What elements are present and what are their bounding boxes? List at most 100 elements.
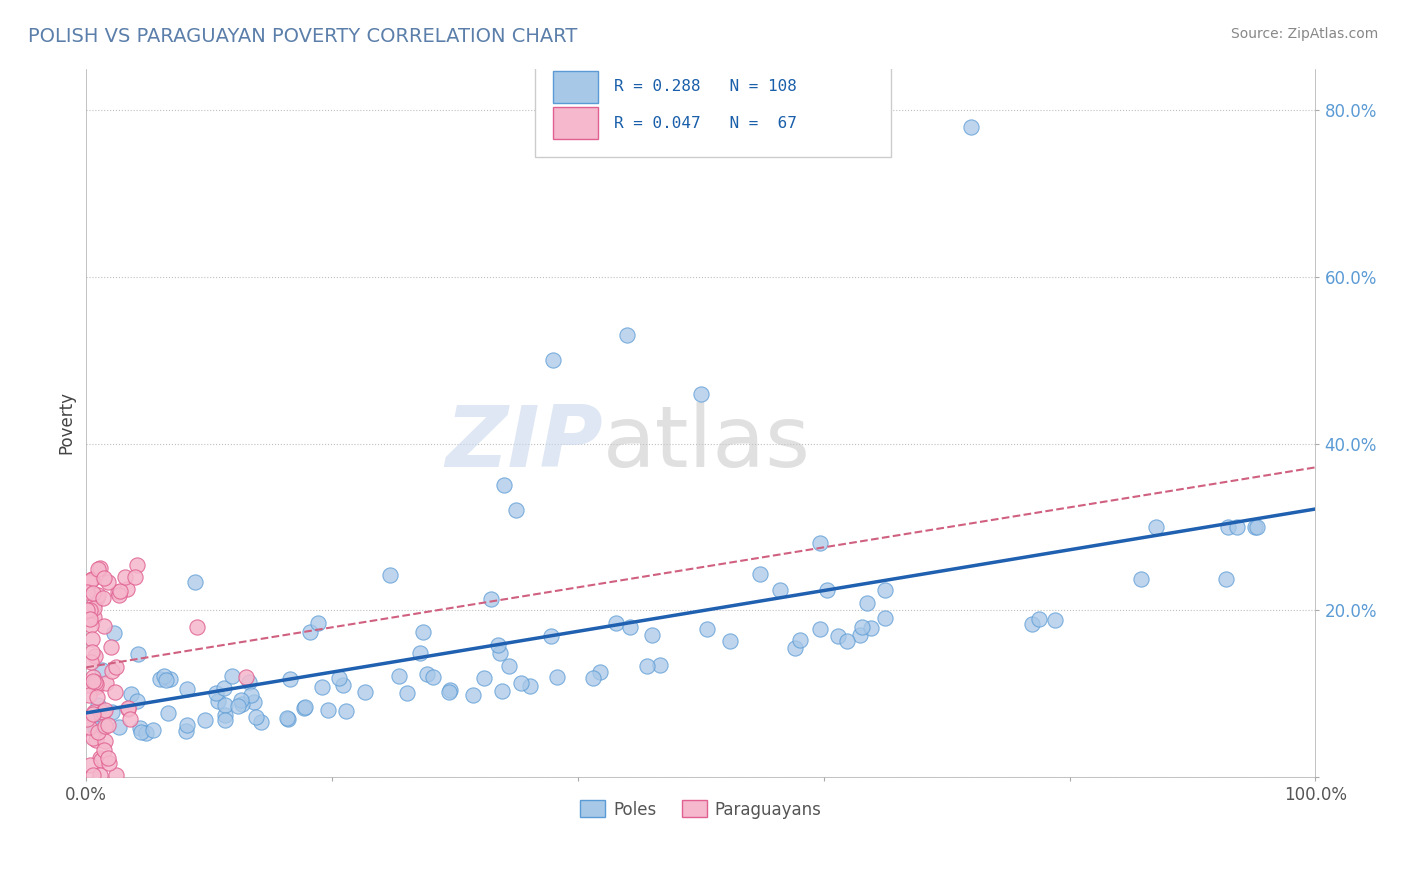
Point [546, 670, 568, 684]
Point [94, 719, 117, 733]
Point [107, 720, 129, 734]
Point [176, 682, 198, 697]
Point [91, 706, 114, 720]
Point [129, 721, 152, 735]
Point [176, 718, 198, 732]
Point [80, 574, 103, 588]
Point [696, 622, 718, 636]
Point [616, 328, 638, 343]
Point [115, 582, 138, 596]
Point [84, 680, 107, 694]
Point [307, 615, 329, 630]
Point [82, 768, 104, 782]
Point [174, 724, 197, 739]
Point [82, 715, 104, 730]
Point [250, 714, 273, 729]
Point [120, 712, 142, 726]
Point [298, 625, 321, 640]
Point [619, 620, 641, 634]
Point [589, 665, 612, 679]
Point [231, 697, 253, 711]
Point [79, 612, 101, 626]
Point [238, 674, 260, 689]
Point [873, 583, 896, 598]
Point [157, 706, 180, 720]
Point [409, 646, 432, 660]
Point [79, 688, 101, 702]
Point [808, 536, 831, 550]
Point [605, 615, 627, 630]
Point [239, 688, 262, 702]
Point [789, 633, 811, 648]
Point [97, 751, 120, 765]
Point [153, 669, 176, 683]
Point [86, 591, 108, 606]
Point [648, 657, 671, 672]
Point [82, 670, 104, 684]
FancyBboxPatch shape [554, 107, 598, 139]
Point [472, 671, 495, 685]
Point [718, 634, 741, 648]
Point [107, 589, 129, 603]
Point [242, 696, 264, 710]
Point [117, 700, 139, 714]
Point [120, 687, 142, 701]
Point [229, 693, 252, 707]
Point [105, 767, 128, 781]
Point [859, 620, 882, 634]
Point [245, 710, 267, 724]
Point [815, 582, 838, 597]
Point [396, 686, 419, 700]
Point [79, 758, 101, 772]
Point [214, 698, 236, 712]
Point [214, 708, 236, 723]
Point [461, 688, 484, 702]
Point [82, 731, 104, 745]
Point [1045, 613, 1067, 627]
Point [581, 671, 603, 685]
Point [486, 638, 509, 652]
Point [127, 558, 149, 572]
Point [875, 611, 897, 625]
Point [91, 591, 114, 605]
Point [328, 671, 350, 685]
Point [83, 705, 105, 719]
Point [80, 656, 103, 670]
Point [93, 619, 115, 633]
Point [837, 633, 859, 648]
Point [76, 603, 98, 617]
Point [851, 619, 873, 633]
Text: R = 0.288   N = 108: R = 0.288 N = 108 [613, 79, 796, 95]
Point [543, 353, 565, 368]
Point [207, 694, 229, 708]
Point [1021, 616, 1043, 631]
Point [489, 646, 512, 660]
Point [827, 629, 849, 643]
Text: Source: ZipAtlas.com: Source: ZipAtlas.com [1230, 27, 1378, 41]
FancyBboxPatch shape [534, 58, 891, 157]
Point [412, 625, 434, 640]
Point [849, 628, 872, 642]
Point [97, 575, 120, 590]
Point [294, 700, 316, 714]
Point [97, 756, 120, 770]
Point [422, 670, 444, 684]
Point [479, 591, 502, 606]
Point [83, 649, 105, 664]
Point [1246, 520, 1268, 534]
Point [101, 705, 124, 719]
Point [1243, 520, 1265, 534]
Point [278, 672, 301, 686]
Text: ZIP: ZIP [444, 402, 603, 485]
Point [100, 640, 122, 654]
Point [87, 588, 110, 602]
Point [84, 676, 107, 690]
Point [97, 718, 120, 732]
Point [960, 120, 983, 134]
Point [749, 567, 772, 582]
Point [87, 708, 110, 723]
Point [437, 684, 460, 698]
Point [79, 603, 101, 617]
Point [491, 684, 513, 698]
Point [86, 732, 108, 747]
